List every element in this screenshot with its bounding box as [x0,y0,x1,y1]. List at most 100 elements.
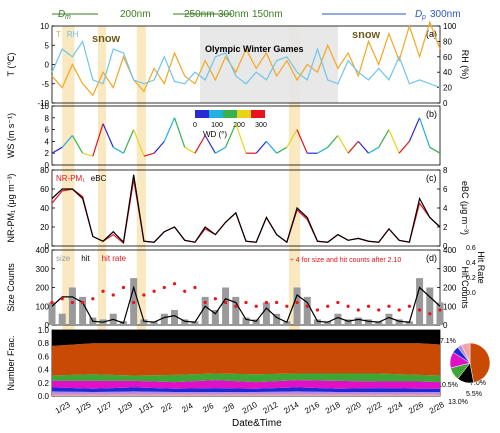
bar-size [283,321,291,325]
y2-tick-label: 200 [443,284,457,293]
panel-tag: (c) [426,173,437,183]
line-ebc [51,174,441,244]
x-tick-label: 1/31 [137,400,155,416]
point-hit-rate [132,300,136,305]
y-tick-label: 40 [40,204,49,213]
area-metal [52,394,440,396]
x-tick-label: 1/29 [116,400,134,416]
area-biomass-k [52,380,440,389]
point-hit-rate [387,304,391,308]
y2-tick-label: 20 [443,84,452,93]
pie-value-label: 5.5% [466,391,482,398]
colorbar-label: WD (°) [203,130,227,139]
point-hit-rate [326,304,330,308]
point-hit-rate [244,300,248,305]
range-label-1: 200nm [120,9,151,20]
bar-size [324,321,332,325]
y-tick-label: 60 [40,185,49,194]
colorbar-segment [237,110,251,118]
y2-tick-label: 400 [443,246,457,255]
point-hit-rate [336,300,340,305]
ws-segment [388,129,400,154]
y-tick-label: 8 [45,114,50,123]
ws-segment [102,123,114,148]
colorbar-tick-label: 300 [255,122,267,129]
y2-tick-label: 0 [443,242,448,251]
legend-hit-rate: hit rate [102,254,127,263]
size-range-annotations: D m 200nm 250nm 300nm 150nm D p 300nm [52,9,461,21]
y-tick-label: 10 [40,22,49,31]
point-hit-rate [142,293,146,297]
ws-segment [347,141,359,154]
bar-size [405,321,413,325]
line-rh [51,39,441,89]
bar-size [426,287,434,325]
ws-segment [357,141,369,154]
point-hit-rate [428,312,432,316]
bar-size [334,313,342,325]
point-hit-rate [213,297,217,301]
ws-segment [133,129,145,157]
point-hit-rate [193,285,197,290]
ws-segment [296,129,308,154]
point-hit-rate [346,304,350,308]
point-hit-rate [121,285,126,290]
y-tick-label: 2 [45,149,50,158]
point-hit-rate [315,308,320,312]
y3-tick-label: 0.4 [466,260,476,267]
ws-segment [368,146,380,154]
ws-segment [378,129,390,148]
point-hit-rate [111,293,115,297]
y2-tick-label: 0 [443,99,448,108]
x-tick-label: 2/16 [303,400,321,416]
y-tick-label: 100 [36,302,50,311]
ws-segment [184,146,196,154]
point-hit-rate [234,304,238,308]
x-tick-label: 2/18 [324,400,342,416]
point-hit-rate [377,308,381,312]
y2-tick-label: 8 [443,166,448,175]
snow-label-2: snow [352,29,381,41]
ws-segment [82,152,94,157]
ws-segment [419,117,431,148]
ws-segment [92,123,104,157]
point-hit-rate [264,300,269,305]
y-tick-label: 80 [40,166,49,175]
pie-chart [449,342,491,384]
x-tick-label: 2/20 [345,400,363,416]
ws-segment [265,141,278,154]
point-hit-rate [91,297,95,301]
ws-segment [408,117,421,142]
x-tick-label: 2/12 [262,400,280,416]
line-t [51,20,441,97]
y-tick-label: 6 [45,126,50,135]
x-tick-label: 2/24 [386,400,404,416]
ws-segment [225,123,237,148]
point-hit-rate [275,300,279,305]
y-axis-label: NR-PM₁ (μg m⁻³) [6,174,16,243]
legend-ebc: eBC [91,174,107,183]
y-axis-label: Size Counts [6,263,16,312]
y-tick-label: 0.8 [38,339,50,348]
point-hit-rate [417,308,422,312]
x-tick-label: 2/10 [241,400,259,416]
x-tick-label: 2/6 [201,401,216,415]
legend-size: size [56,254,71,263]
panel-5 [52,330,440,396]
x-tick-label: 2/22 [365,400,383,416]
bar-size [416,278,424,325]
area-total-oc [52,373,440,383]
bar-size [171,310,179,325]
panel-tag: (d) [426,253,437,263]
x-tick-label: 1/25 [75,400,93,416]
bar-size [436,302,444,325]
point-hit-rate [295,300,299,305]
snow-band [288,26,301,396]
colorbar-segment [251,110,265,118]
line-nr-pm- [51,179,441,245]
y-tick-label: 400 [36,246,50,255]
point-hit-rate [223,300,228,305]
point-hit-rate [438,308,442,312]
point-hit-rate [285,304,289,308]
